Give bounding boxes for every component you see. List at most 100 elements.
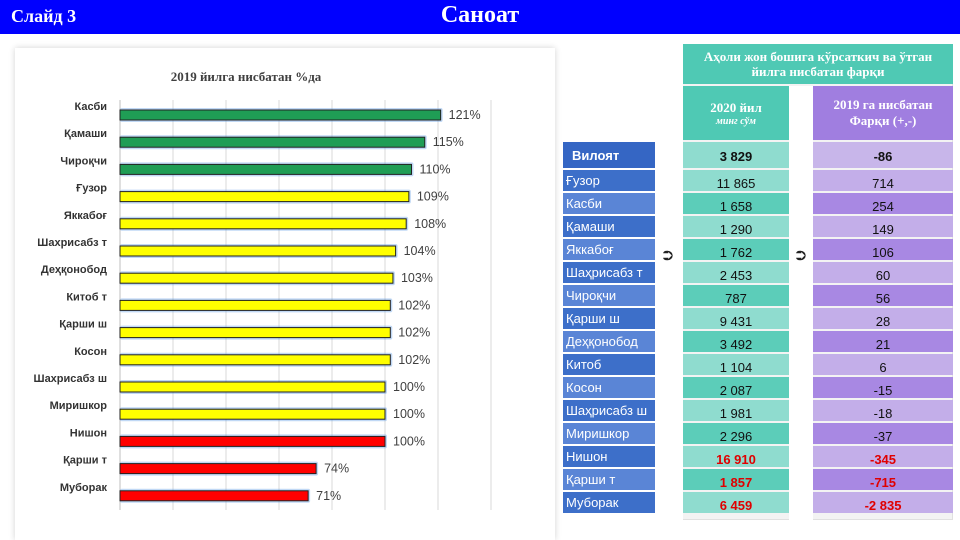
row-name: Нишон	[563, 446, 655, 467]
row-value: 2 453	[683, 262, 789, 283]
row-value: 1 762	[683, 239, 789, 260]
category-label: Шахрисабз т	[37, 237, 107, 249]
row-name: Касби	[563, 193, 655, 214]
chart-panel	[15, 48, 555, 540]
row-diff: -345	[813, 446, 953, 467]
row-value: 1 857	[683, 469, 789, 490]
row-value: 2 087	[683, 377, 789, 398]
data-label: 109%	[417, 190, 449, 204]
row-value: 3 492	[683, 331, 789, 352]
row-value: 3 829	[683, 142, 789, 168]
category-label: Касби	[75, 101, 108, 113]
row-name: Муборак	[563, 492, 655, 513]
row-diff: 60	[813, 262, 953, 283]
bar-13	[119, 435, 386, 447]
data-label: 100%	[393, 434, 425, 448]
header-diff: 2019 га нисбатан Фарқи (+,-)	[813, 86, 953, 140]
row-name: Қамаши	[563, 216, 655, 237]
row-diff: 714	[813, 170, 953, 191]
bar-1	[119, 109, 442, 121]
row-name: Қарши т	[563, 469, 655, 490]
row-diff: 6	[813, 354, 953, 375]
arrow-icon: ⮊	[663, 248, 673, 263]
row-diff: -715	[813, 469, 953, 490]
row-diff: -15	[813, 377, 953, 398]
row-name: Шаҳрисабз ш	[563, 400, 655, 421]
slide-number: Слайд 3	[11, 6, 77, 26]
bar-3	[119, 163, 412, 175]
bar-chart: Касби 121% Қамаши 115% Чироқчи 110% Ғузор 109% Я…	[34, 100, 492, 510]
category-label: Чироқчи	[60, 155, 107, 167]
category-label: Яккабоғ	[64, 210, 108, 222]
category-label: Ғузор	[76, 183, 107, 195]
title-bar: Слайд 3 Саноат	[0, 0, 960, 34]
bar-12	[119, 408, 386, 420]
row-value: 1 104	[683, 354, 789, 375]
row-diff: 28	[813, 308, 953, 329]
category-label: Шахрисабз ш	[34, 373, 107, 385]
category-label: Деҳқонобод	[41, 264, 107, 276]
row-value: 1 658	[683, 193, 789, 214]
category-label: Қамаши	[64, 128, 107, 140]
category-label: Қарши ш	[59, 319, 107, 331]
row-diff: -37	[813, 423, 953, 444]
bar-2	[119, 136, 426, 148]
data-label: 108%	[414, 217, 446, 231]
row-value: 11 865	[683, 170, 789, 191]
row-diff: 21	[813, 331, 953, 352]
chart-title: 2019 йилга нисбатан %да	[170, 69, 322, 84]
row-diff: -86	[813, 142, 953, 168]
row-value: 9 431	[683, 308, 789, 329]
data-label: 71%	[316, 489, 341, 503]
bar-4	[119, 191, 410, 203]
category-label: Қарши т	[63, 455, 108, 467]
row-value: 1 290	[683, 216, 789, 237]
row-name: Ғузор	[563, 170, 655, 191]
bar-11	[119, 381, 386, 393]
arrow-column-left	[655, 44, 683, 520]
data-label: 74%	[324, 462, 349, 476]
row-name: Яккабоғ	[563, 239, 655, 260]
row-name: Китоб	[563, 354, 655, 375]
data-label: 102%	[398, 298, 430, 312]
row-diff: 106	[813, 239, 953, 260]
row-value: 16 910	[683, 446, 789, 467]
row-value: 787	[683, 285, 789, 306]
bar-8	[119, 299, 391, 311]
bar-7	[119, 272, 394, 284]
bar-9	[119, 327, 391, 339]
row-name: Чироқчи	[563, 285, 655, 306]
row-value: 6 459	[683, 492, 789, 513]
category-label: Муборак	[60, 482, 108, 494]
row-diff: 56	[813, 285, 953, 306]
row-name: Шаҳрисабз т	[563, 262, 655, 283]
category-label: Китоб т	[66, 291, 107, 303]
bar-10	[119, 354, 391, 366]
data-label: 104%	[404, 244, 436, 258]
data-label: 103%	[401, 271, 433, 285]
row-name: Миришкор	[563, 423, 655, 444]
data-label: 102%	[398, 353, 430, 367]
row-value: 1 981	[683, 400, 789, 421]
data-label: 102%	[398, 326, 430, 340]
slide-title: Саноат	[440, 2, 520, 28]
data-label: 115%	[433, 135, 464, 149]
category-label: Миришкор	[50, 400, 108, 412]
data-label: 100%	[393, 407, 425, 421]
row-diff: 149	[813, 216, 953, 237]
bar-5	[119, 218, 407, 230]
row-name: Косон	[563, 377, 655, 398]
row-name: Деҳқонобод	[563, 331, 655, 352]
arrow-column-right	[789, 86, 813, 520]
bar-15	[119, 490, 309, 502]
bar-6	[119, 245, 397, 257]
row-value: 2 296	[683, 423, 789, 444]
bar-14	[119, 463, 317, 475]
data-label: 121%	[449, 108, 481, 122]
data-label: 110%	[420, 162, 451, 176]
header-main: Аҳоли жон бошига кўрсаткич ва ўтган йилг…	[683, 44, 953, 84]
header-2020-title: 2020 йил	[710, 99, 762, 115]
row-diff: 254	[813, 193, 953, 214]
row-diff: -18	[813, 400, 953, 421]
